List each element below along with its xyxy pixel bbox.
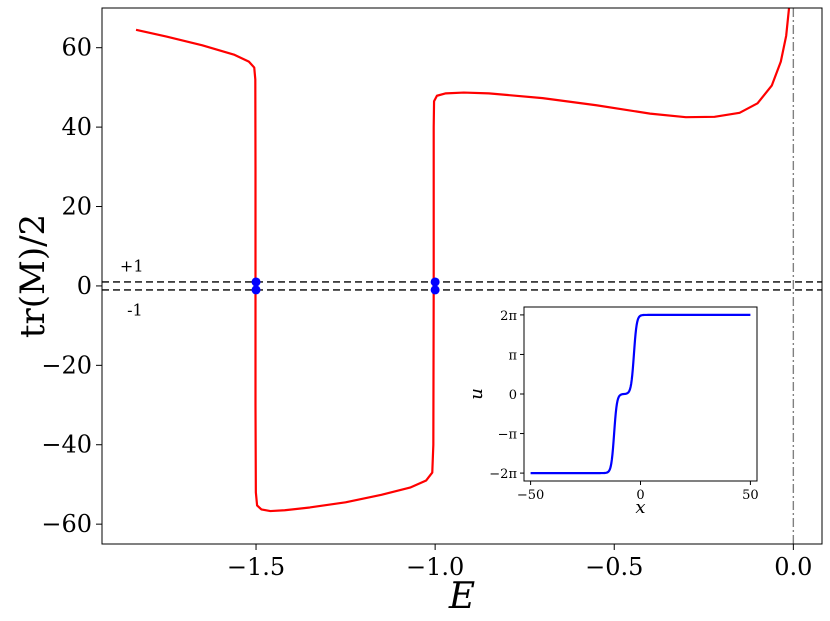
inset-y-axis-label: u bbox=[466, 388, 487, 400]
y-axis-label: tr(M)/2 bbox=[13, 214, 53, 338]
inset-x-tick-label-1: 0 bbox=[636, 488, 644, 503]
inset-plot: −50 0 50 −2π −π 0 π 2π x u bbox=[466, 306, 759, 518]
intersection-point-3 bbox=[430, 285, 440, 295]
intersection-point-2 bbox=[430, 277, 440, 287]
x-axis-label: E bbox=[448, 576, 475, 617]
intersection-point-0 bbox=[251, 277, 261, 287]
series-line-0-0 bbox=[135, 8, 791, 513]
x-tick-label-3: 0.0 bbox=[774, 553, 812, 581]
inset-y-tick-label-3: π bbox=[508, 348, 517, 363]
y-tick-label-5: 40 bbox=[61, 113, 92, 141]
annotation-0: +1 bbox=[120, 257, 144, 276]
inset-y-tick-label-4: 2π bbox=[500, 309, 517, 324]
inset-y-tick-label-0: −2π bbox=[489, 467, 517, 482]
main-plot: +1 -1 −1.5 −1.0 −0.5 0.0 −60 −40 −20 0 20 40 60 Etr(M… bbox=[13, 7, 823, 617]
inset-x-axis-label: x bbox=[635, 497, 645, 518]
y-tick-label-1: −40 bbox=[41, 431, 92, 459]
inset-y-tick-label-2: 0 bbox=[509, 388, 517, 403]
intersection-point-1 bbox=[251, 285, 261, 295]
y-tick-label-3: 0 bbox=[77, 272, 92, 300]
y-tick-label-6: 60 bbox=[61, 34, 92, 62]
x-tick-label-0: −1.5 bbox=[227, 553, 285, 581]
inset-y-tick-label-1: −π bbox=[498, 428, 518, 443]
inset-series-line-0 bbox=[530, 313, 751, 475]
x-tick-label-2: −0.5 bbox=[585, 553, 643, 581]
y-tick-label-4: 20 bbox=[61, 193, 92, 221]
inset-background bbox=[524, 307, 757, 481]
y-tick-label-2: −20 bbox=[41, 351, 92, 379]
inset-x-tick-label-2: 50 bbox=[742, 488, 759, 503]
annotation-1: -1 bbox=[127, 301, 143, 320]
inset-x-tick-label-0: −50 bbox=[517, 488, 544, 503]
y-tick-label-0: −60 bbox=[41, 510, 92, 538]
x-tick-label-1: −1.0 bbox=[406, 553, 464, 581]
main-frame bbox=[101, 7, 823, 545]
